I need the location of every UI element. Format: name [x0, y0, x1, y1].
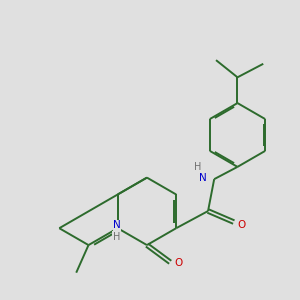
Text: H: H — [113, 232, 120, 242]
Text: N: N — [113, 220, 121, 230]
Text: O: O — [175, 259, 183, 269]
Text: H: H — [194, 163, 201, 172]
Text: N: N — [199, 173, 207, 183]
Text: O: O — [238, 220, 246, 230]
